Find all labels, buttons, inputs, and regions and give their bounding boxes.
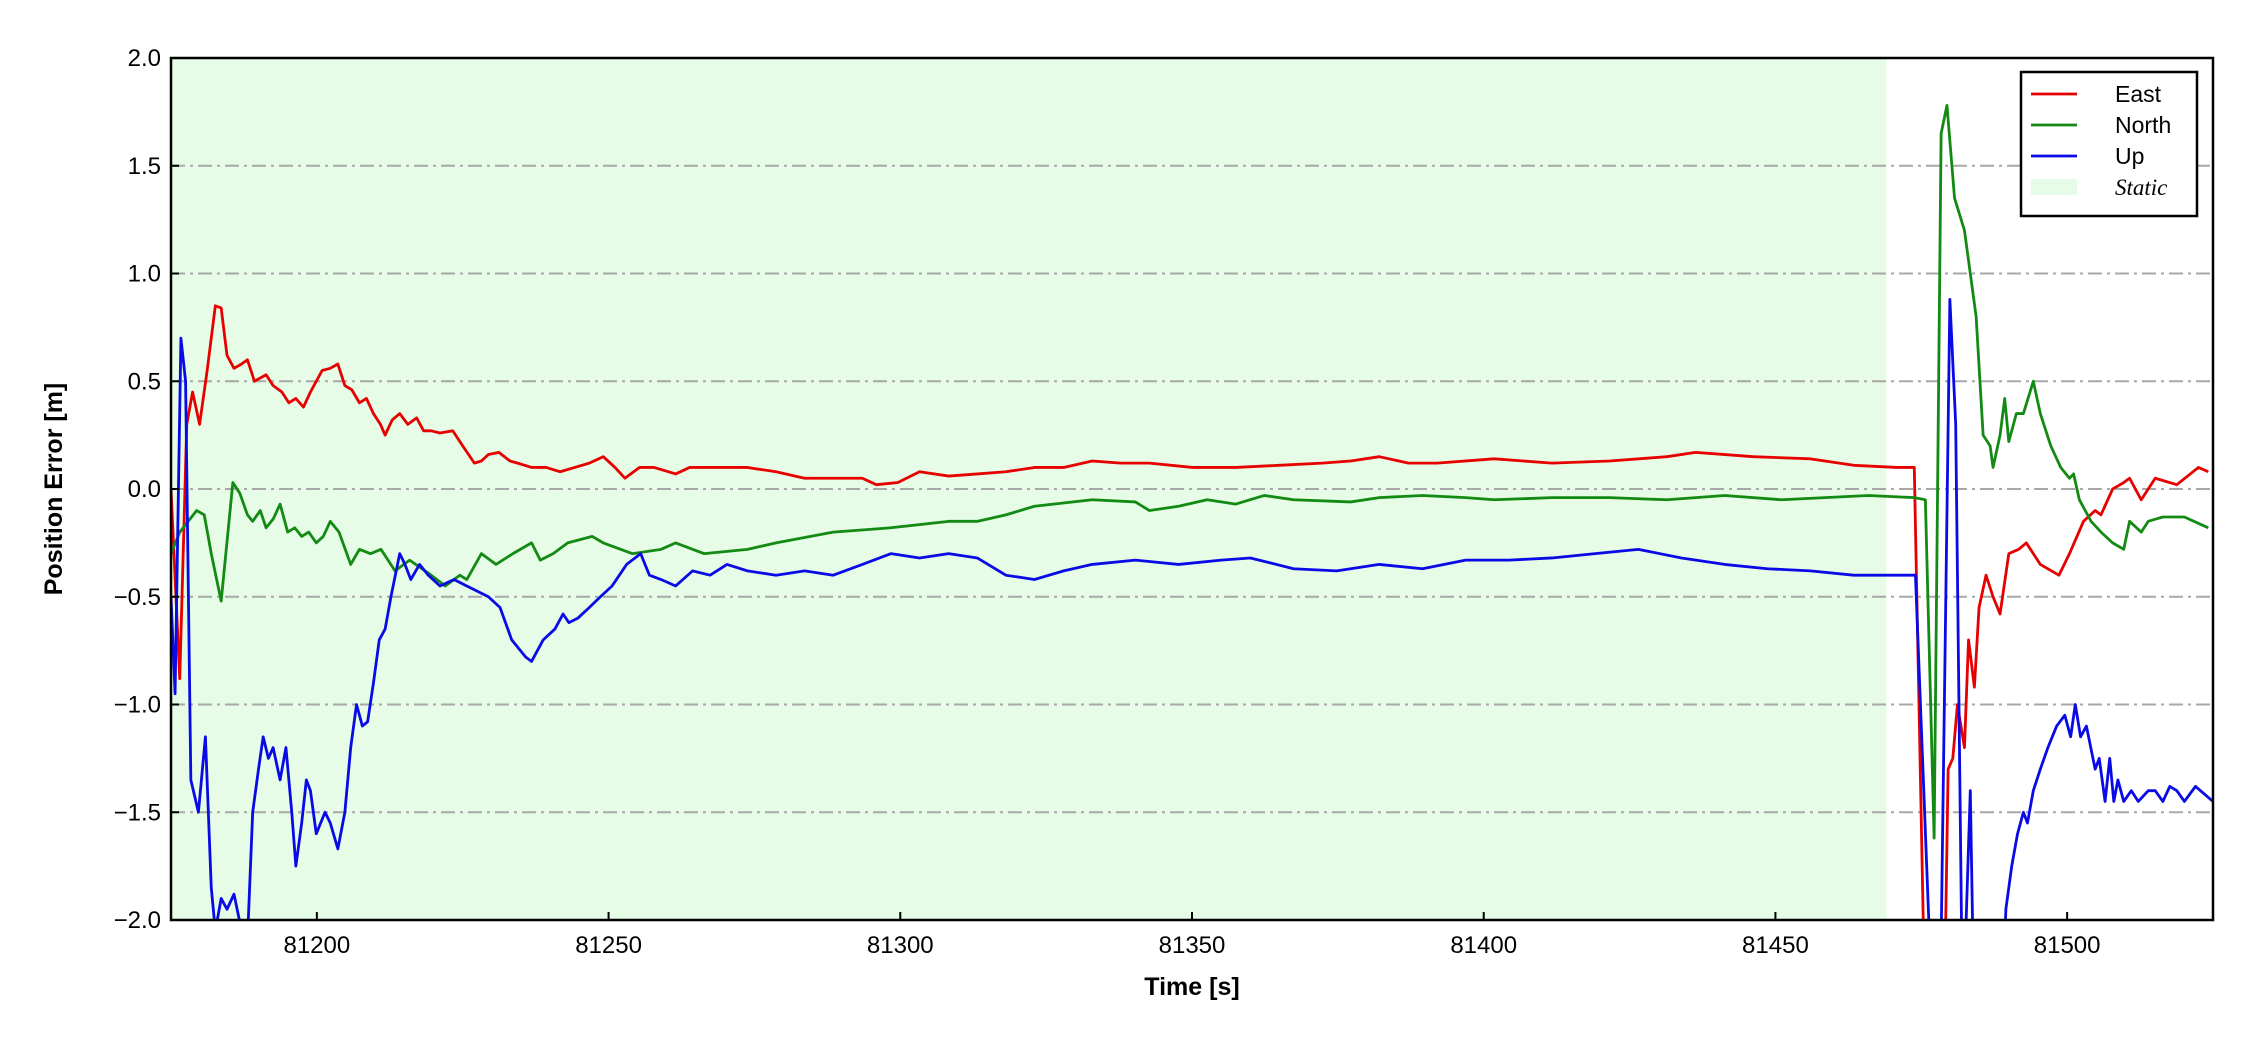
x-tick-label: 81200 [283,932,350,959]
y-tick-label: 2.0 [128,45,161,72]
y-tick-label: −1.5 [114,799,161,826]
y-tick-label: −0.5 [114,584,161,611]
legend-swatch [2031,179,2077,195]
y-axis-label: Position Error [m] [40,383,68,596]
legend-label: Static [2115,175,2167,200]
series-line [171,297,2213,920]
x-tick-label: 81250 [575,932,642,959]
x-tick-label: 81350 [1159,932,1226,959]
lines [171,104,2213,920]
x-tick-label: 81450 [1742,932,1809,959]
legend-label: East [2115,81,2162,107]
y-tick-label: 1.5 [128,153,161,180]
series-line [171,104,2209,840]
series-line [171,304,2209,920]
y-tick-label: 1.0 [128,261,161,288]
x-axis-label: Time [s] [1144,973,1239,1001]
x-tick-label: 81400 [1450,932,1517,959]
x-tick-label: 81300 [867,932,934,959]
ticks: −2.0 −1.5 −1.0 −0.5 0.0 0.5 1.0 1.5 2.0 81200 8125… [114,45,2101,959]
legend: East North Up Static [2019,70,2199,218]
legend-label: North [2115,112,2171,138]
x-tick-label: 81500 [2034,932,2101,959]
legend-label: Up [2115,143,2144,169]
y-tick-label: 0.0 [128,476,161,503]
y-tick-label: −2.0 [114,907,161,934]
y-tick-label: 0.5 [128,368,161,395]
y-tick-label: −1.0 [114,692,161,719]
